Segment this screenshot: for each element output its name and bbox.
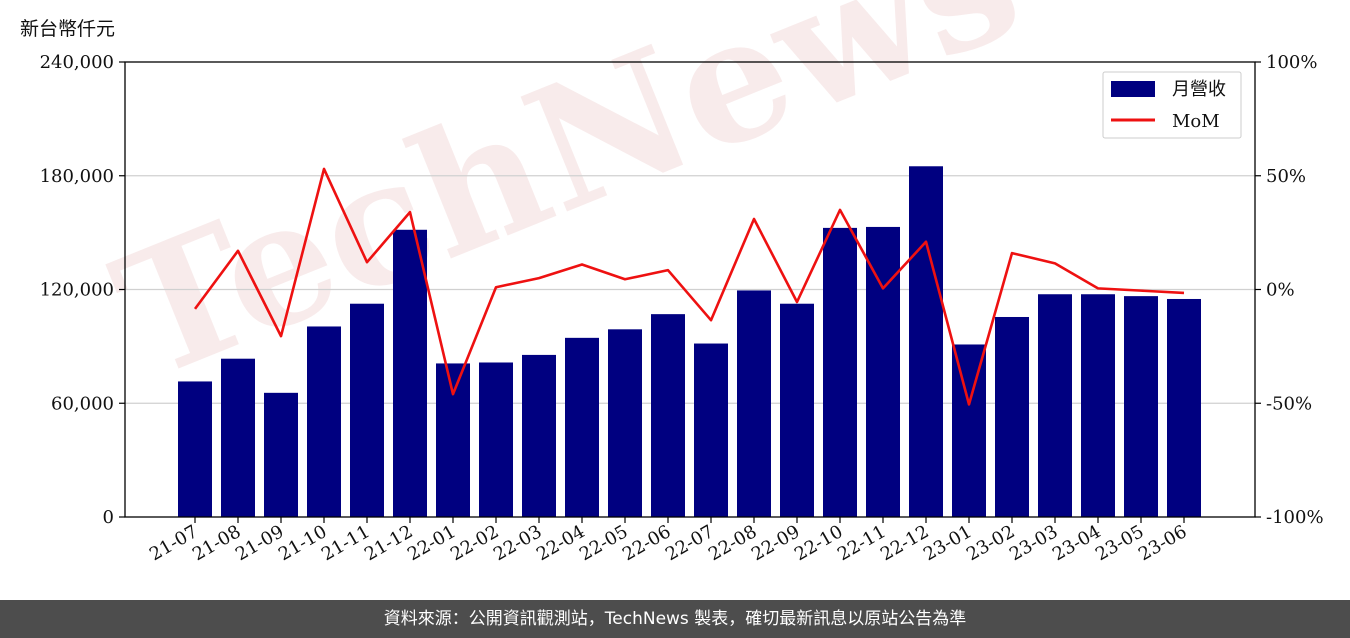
x-tick-label: 21-12 [361,521,416,565]
bar-series [178,166,1201,518]
x-tick-label: 23-02 [963,521,1018,565]
x-tick-label: 22-11 [834,521,889,565]
bar-22-07 [694,343,728,517]
x-tick-label: 21-08 [189,521,244,565]
y-axis-label: 新台幣仟元 [20,18,116,40]
x-tick-label: 23-01 [920,521,975,565]
bar-22-06 [651,314,685,517]
bar-23-06 [1167,298,1201,517]
right-tick-label: -100% [1266,507,1324,528]
x-tick-label: 22-03 [490,521,545,565]
bar-23-05 [1124,296,1158,517]
bar-21-07 [178,381,212,517]
x-tick-label: 22-08 [705,521,760,565]
x-tick-label: 21-10 [275,521,330,565]
line-series [193,167,1185,406]
right-tick-label: 0% [1266,280,1295,301]
mom-line [193,167,1185,406]
bar-22-02 [479,362,513,517]
bar-22-04 [565,337,599,517]
x-tick-label: 23-06 [1135,521,1190,565]
left-axis: 0 60,000 120,000 180,000 240,000 [40,52,125,528]
bar-22-03 [522,354,556,517]
x-tick-label: 22-05 [576,521,631,565]
bar-22-10 [823,227,857,517]
x-tick-label: 23-03 [1006,521,1061,565]
x-tick-label: 22-12 [877,521,932,565]
x-tick-label: 22-06 [619,521,674,565]
left-tick-label: 240,000 [40,52,114,73]
bar-22-11 [866,226,900,517]
bar-21-11 [350,303,384,517]
x-tick-label: 22-01 [404,521,459,565]
bar-22-09 [780,303,814,517]
x-tick-label: 22-09 [748,521,803,565]
x-axis: 21-0721-0821-0921-1021-1121-1222-0122-02… [146,517,1191,565]
bar-22-05 [608,329,642,517]
right-tick-label: 50% [1266,166,1306,187]
x-tick-label: 21-07 [146,521,201,565]
x-tick-label: 22-04 [533,521,588,565]
legend-label-revenue: 月營收 [1172,79,1226,100]
bar-21-10 [307,326,341,517]
right-axis: -100% -50% 0% 50% 100% [1255,52,1324,528]
right-tick-label: 100% [1266,52,1317,73]
bar-23-03 [1038,294,1072,517]
bar-21-12 [393,229,427,517]
x-tick-label: 22-02 [447,521,502,565]
left-tick-label: 180,000 [40,166,114,187]
x-tick-label: 21-09 [232,521,287,565]
legend: 月營收 MoM [1102,71,1242,139]
left-tick-label: 120,000 [40,280,114,301]
bar-21-08 [221,358,255,517]
bar-21-09 [264,392,298,517]
bar-23-02 [995,316,1029,517]
x-tick-label: 23-05 [1092,521,1147,565]
left-tick-label: 60,000 [51,393,114,414]
right-tick-label: -50% [1266,393,1312,414]
legend-bar-swatch [1111,81,1155,97]
legend-label-mom: MoM [1172,111,1220,132]
x-tick-label: 21-11 [318,521,373,565]
x-tick-label: 23-04 [1049,521,1104,565]
bar-23-04 [1081,294,1115,517]
x-tick-label: 22-10 [791,521,846,565]
bar-22-12 [909,166,943,518]
left-tick-label: 0 [103,507,114,528]
bar-22-08 [737,290,771,517]
bar-22-01 [436,363,470,517]
source-footer: 資料來源：公開資訊觀測站，TechNews 製表，確切最新訊息以原站公告為準 [0,600,1350,638]
bar-23-01 [952,344,986,517]
x-tick-label: 22-07 [662,521,717,565]
